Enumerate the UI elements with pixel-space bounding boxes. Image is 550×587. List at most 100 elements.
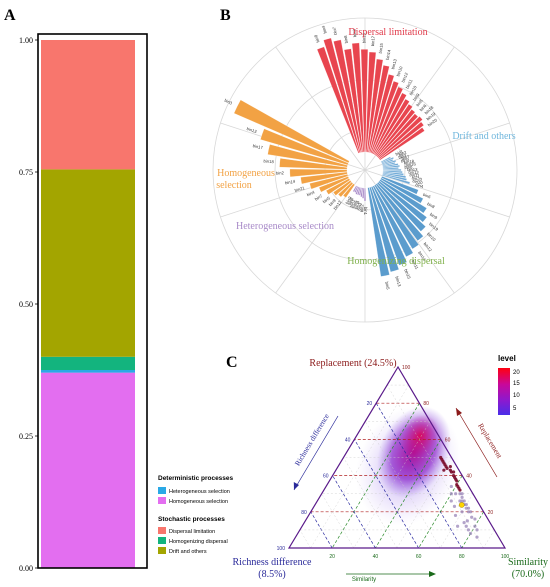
ternary-grid-minor [321, 493, 354, 549]
polar-grid-spoke [275, 46, 366, 171]
polar-bin-label: bin13 [246, 126, 258, 134]
polar-bar [316, 46, 360, 154]
polar-bin-label: bin7 [314, 193, 324, 202]
polar-label-dispersal-limitation: Dispersal limitation [348, 27, 427, 38]
ternary-point [440, 457, 444, 461]
polar-bin-label: bin12 [423, 241, 434, 253]
panel-b-label: B [220, 7, 231, 24]
ternary-left-axis-arrow [293, 415, 339, 491]
ternary-point [460, 495, 464, 499]
ternary-grid-minor [299, 529, 311, 549]
bar-segment-dispersal-limitation [41, 40, 135, 170]
polar-bar [360, 49, 369, 153]
ternary-right-label-1: Similarity [508, 557, 548, 568]
ternary-plot: 20 20 20 40 40 40 60 60 60 80 80 80 100 100 100 Replac… [233, 354, 548, 583]
polar-bar [379, 127, 425, 161]
polar-label-homogenizing-dispersal: Homogenizing dispersal [347, 256, 445, 267]
polar-bin-label: bin18 [263, 158, 274, 164]
polar-bin-label: bin8 [343, 34, 349, 43]
ternary-grid-similarity [418, 475, 463, 549]
stacked-bar-y-axis: 0.00 0.25 0.50 0.75 1.00 [19, 36, 38, 573]
polar-label-heterogeneous-selection: Heterogeneous selection [236, 221, 334, 232]
polar-bar [370, 186, 408, 266]
legend-label-dispersal-limitation: Dispersal limitation [169, 529, 215, 535]
polar-bin-label: bin9 [412, 92, 421, 102]
polar-bar [369, 74, 395, 153]
legend-swatch-homogenizing-dispersal [158, 537, 166, 544]
legend-label-homogeneous-selection: Homogeneous selection [169, 499, 228, 505]
polar-bar [382, 170, 403, 174]
ternary-grid-similarity [331, 403, 420, 549]
polar-bar [351, 42, 365, 153]
polar-bin-label: bin19 [425, 111, 437, 122]
polar-bin-label: bin16 [405, 161, 416, 167]
ternary-point [449, 484, 453, 489]
polar-bar [365, 51, 377, 153]
ternary-points [439, 455, 479, 539]
ternary-left-arrowhead [293, 482, 299, 490]
ternary-tick-replacement: 60 [445, 437, 451, 443]
polar-bin-label: bin4 [354, 200, 361, 209]
ternary-right-axis-title: Replacement [476, 422, 504, 461]
polar-bar [367, 65, 390, 153]
colorbar-tick-15: 15 [513, 381, 520, 387]
ternary-point [470, 515, 474, 519]
ternary-point [449, 492, 453, 496]
polar-bin-label: bin2 [359, 203, 365, 212]
ternary-tick-similarity: 60 [416, 554, 422, 560]
ternary-ticks: 20 20 20 40 40 40 60 60 60 80 80 80 100 100 100 [277, 365, 510, 560]
polar-bar [381, 159, 397, 166]
polar-bin-label: bin13 [390, 58, 398, 70]
ternary-point [452, 504, 457, 508]
ternary-point [464, 506, 468, 510]
polar-label-homogeneous-selection-1: Homogeneous [217, 168, 275, 179]
stacked-bar-segments [41, 40, 135, 568]
ternary-tick-similarity: 20 [329, 554, 335, 560]
ternary-point [454, 492, 458, 496]
ternary-tick-replacement: 20 [488, 510, 494, 516]
ternary-point [475, 535, 479, 539]
polar-bar [360, 187, 364, 198]
ternary-point [464, 524, 468, 528]
bar-segment-heterogeneous-selection [41, 370, 135, 373]
polar-bin-label: bin18 [423, 104, 434, 115]
ternary-point [475, 528, 479, 532]
polar-bin-label: bin3 [356, 202, 362, 211]
polar-bar [309, 174, 349, 190]
ternary-point [466, 528, 470, 532]
colorbar [498, 368, 510, 415]
ternary-point [453, 475, 457, 480]
polar-bar [374, 184, 419, 250]
polar-bin-label: bin6 [422, 192, 432, 200]
polar-bar [333, 39, 362, 153]
ternary-point [466, 510, 471, 514]
ternary-point [458, 488, 462, 492]
legend-swatch-homogeneous-selection [158, 497, 166, 504]
colorbar-tick-5: 5 [513, 406, 517, 412]
polar-bar [382, 164, 400, 169]
ternary-tick-replacement: 80 [423, 401, 429, 407]
polar-bin-label: bin12 [400, 71, 409, 83]
polar-bin-label: bin13 [394, 276, 402, 288]
polar-bar [382, 163, 399, 168]
polar-bin-label: bin4 [415, 182, 425, 189]
polar-bin-label: bin7 [349, 198, 357, 208]
ternary-point [449, 470, 454, 474]
polar-bar [381, 174, 411, 185]
polar-bin-label: bin15 [378, 42, 384, 53]
ternary-tick-replacement: 100 [402, 365, 411, 371]
ternary-grid-richness [375, 403, 463, 549]
ternary-tick-richness: 20 [367, 401, 373, 407]
stacked-bar-plot: 0.00 0.25 0.50 0.75 1.00 [19, 33, 148, 573]
polar-bin-label: bin10 [395, 65, 403, 77]
ternary-point [448, 464, 452, 469]
legend-swatch-heterogeneous-selection [158, 487, 166, 494]
polar-bin-label: bin5 [384, 281, 391, 290]
polar-bar [375, 109, 416, 157]
polar-bin-label: bin9 [328, 197, 338, 207]
polar-bar [355, 186, 360, 195]
polar-bin-label: bin19 [428, 221, 440, 232]
ternary-tick-richness: 80 [301, 510, 307, 516]
density-core [401, 414, 439, 458]
